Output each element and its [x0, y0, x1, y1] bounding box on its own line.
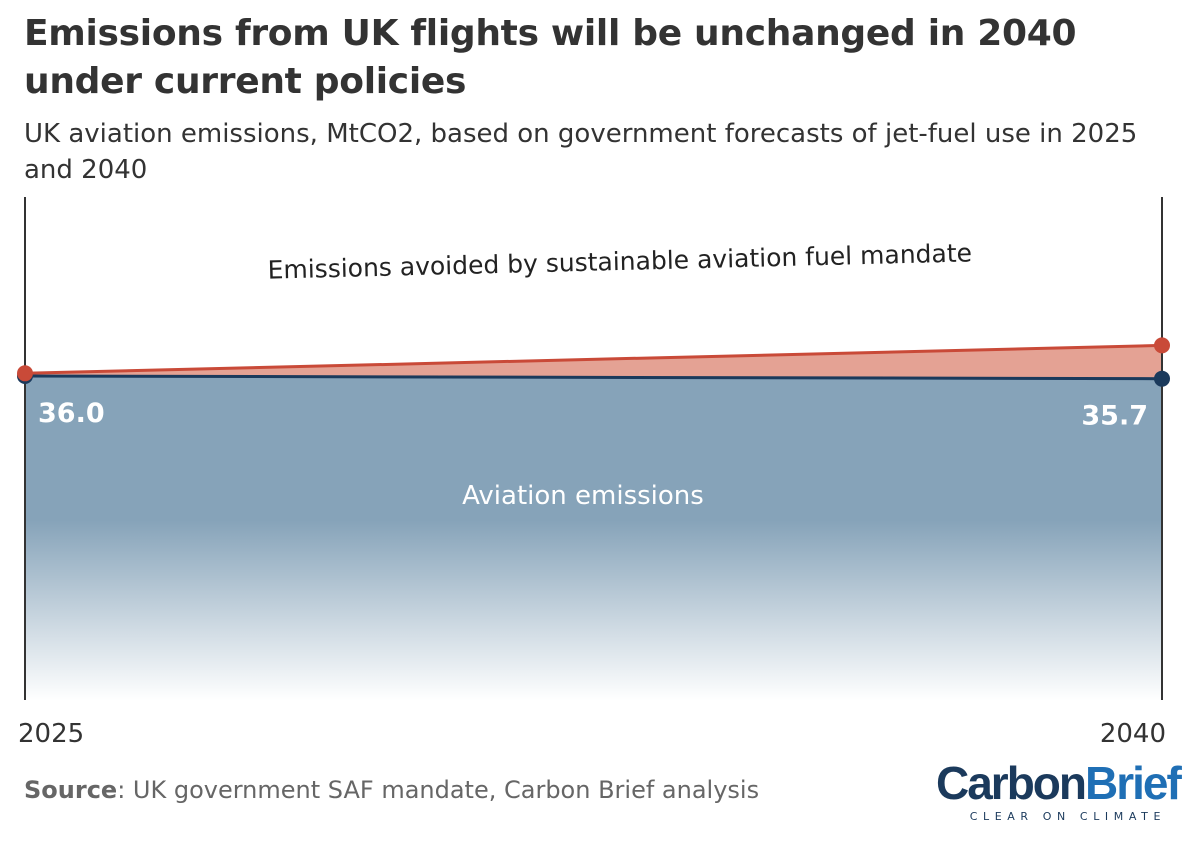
value-label-2040: 35.7 [1081, 401, 1148, 432]
x-tick-2040: 2040 [1100, 719, 1166, 749]
aviation-point-2040 [1154, 370, 1170, 387]
logo-carbon: Carbon [936, 757, 1087, 809]
saf-point-2025 [17, 365, 33, 382]
carbon-brief-logo: CarbonBrief CLEAR ON CLIMATE [936, 757, 1182, 823]
chart-subtitle: UK aviation emissions, MtCO2, based on g… [24, 119, 1138, 185]
logo-wordmark: CarbonBrief [936, 757, 1182, 809]
logo-brief: Brief [1085, 757, 1182, 809]
chart-title: Emissions from UK flights will be unchan… [24, 13, 1077, 102]
aviation-emissions-label: Aviation emissions [462, 481, 704, 511]
aviation-area-fade [25, 520, 1162, 700]
source-text: : UK government SAF mandate, Carbon Brie… [117, 776, 760, 804]
logo-tagline: CLEAR ON CLIMATE [969, 810, 1166, 823]
aviation-emissions-line [24, 374, 1163, 381]
saf-point-2040 [1154, 337, 1170, 354]
source-note: Source: UK government SAF mandate, Carbo… [24, 776, 759, 804]
saf-avoided-label: Emissions avoided by sustainable aviatio… [267, 238, 972, 284]
saf-avoided-line [24, 343, 1163, 375]
source-label: Source [24, 776, 118, 804]
value-label-2025: 36.0 [38, 398, 105, 429]
x-tick-2025: 2025 [18, 719, 84, 749]
